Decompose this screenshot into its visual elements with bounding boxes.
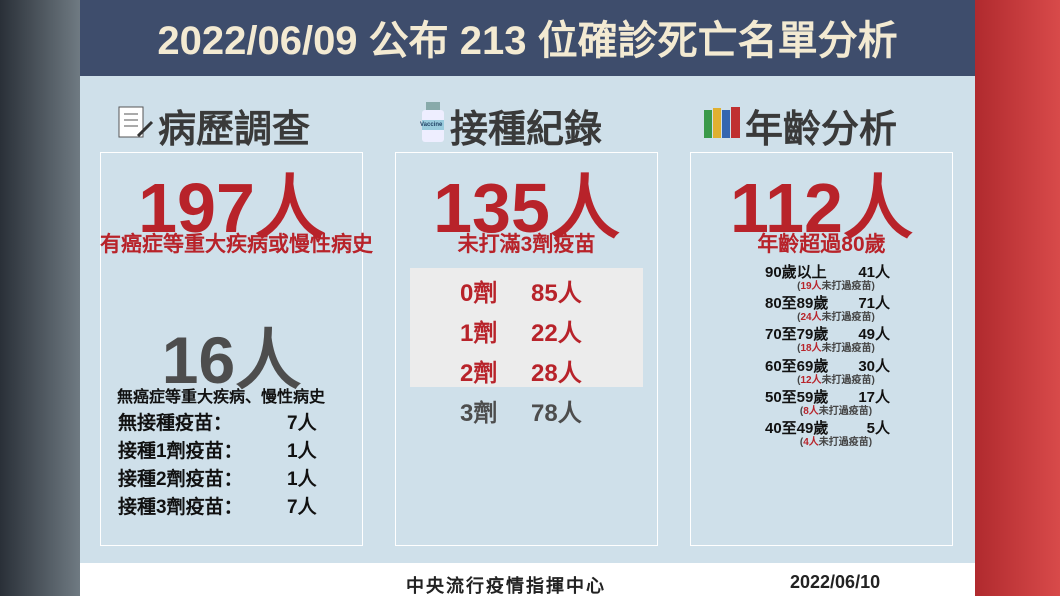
age-count: 5人 bbox=[866, 420, 890, 437]
row-count: 1人 bbox=[287, 469, 317, 490]
document-icon bbox=[118, 106, 154, 138]
age-count: 41人 bbox=[858, 264, 890, 281]
dose-count: 22人 bbox=[531, 320, 582, 347]
row-label: 接種2劑疫苗： bbox=[118, 469, 243, 490]
age-label: 50至59歲 bbox=[765, 388, 829, 406]
age-label: 80至89歲 bbox=[765, 295, 829, 313]
age-count: 30人 bbox=[858, 357, 890, 375]
icon-label: Vaccine bbox=[420, 122, 443, 128]
row-count: 7人 bbox=[287, 497, 317, 518]
title: 2022/06/09 公布 213 位確診死亡名單分析 bbox=[157, 19, 898, 63]
age-label: 60至69歲 bbox=[765, 357, 829, 375]
row-count: 7人 bbox=[287, 413, 317, 434]
note-part: 24人 bbox=[800, 312, 822, 324]
note-part: ( bbox=[799, 437, 804, 448]
footer-bar bbox=[80, 563, 975, 596]
note-part: 未打過疫苗) bbox=[818, 437, 873, 448]
age-note: (12人未打過疫苗) bbox=[745, 371, 927, 386]
main-count: 112人 bbox=[730, 169, 913, 247]
note-part: 8人 bbox=[803, 405, 819, 417]
age-count: 71人 bbox=[858, 295, 890, 313]
secondary-description: 無癌症等重大疾病、慢性病史 bbox=[117, 389, 326, 406]
note-part: 未打過疫苗) bbox=[818, 405, 873, 417]
main-description: 未打滿3劑疫苗 bbox=[457, 233, 596, 256]
row-label: 無接種疫苗： bbox=[118, 413, 233, 434]
age-label: 40至49歲 bbox=[765, 420, 829, 437]
note-part: ( bbox=[799, 405, 804, 417]
dose-count: 85人 bbox=[531, 280, 582, 307]
main-count: 135人 bbox=[433, 169, 620, 247]
books-icon bbox=[704, 107, 740, 138]
note-part: ( bbox=[797, 374, 801, 386]
dose-label: 3劑 bbox=[460, 400, 498, 427]
age-label: 70至79歲 bbox=[765, 326, 829, 344]
note-part: 未打過疫苗) bbox=[821, 343, 875, 355]
dose-count: 28人 bbox=[531, 360, 582, 387]
note-part: 未打過疫苗) bbox=[821, 312, 875, 324]
main-description: 有癌症等重大疾病或慢性病史 bbox=[100, 233, 373, 256]
highlight bbox=[410, 268, 643, 387]
note-part: 未打過疫苗) bbox=[821, 281, 875, 292]
vial-icon bbox=[422, 102, 444, 142]
age-note: (8人未打過疫苗) bbox=[745, 402, 927, 417]
age-note: (4人未打過疫苗) bbox=[745, 433, 927, 448]
main-description: 年齡超過80歲 bbox=[757, 233, 886, 256]
age-count: 49人 bbox=[858, 326, 890, 344]
panel bbox=[690, 152, 953, 546]
note-part: 19人 bbox=[800, 281, 822, 292]
note-part: 4人 bbox=[803, 437, 819, 448]
row-label: 接種1劑疫苗： bbox=[118, 441, 243, 462]
main-count: 197人 bbox=[138, 169, 325, 247]
age-count: 17人 bbox=[858, 388, 890, 406]
age-note: (18人未打過疫苗) bbox=[745, 339, 927, 354]
note-part: ( bbox=[797, 281, 801, 292]
note-part: 12人 bbox=[800, 374, 822, 386]
note-part: 18人 bbox=[800, 343, 822, 355]
section-heading: 接種紀錄 bbox=[450, 109, 603, 151]
panel bbox=[100, 152, 363, 546]
note-part: 未打過疫苗) bbox=[821, 374, 875, 386]
age-note: (19人未打過疫苗) bbox=[745, 277, 927, 292]
section-heading: 年齡分析 bbox=[745, 109, 898, 151]
footer-date: 2022/06/10 bbox=[790, 572, 881, 592]
row-label: 接種3劑疫苗： bbox=[118, 497, 243, 518]
row-count: 1人 bbox=[287, 441, 317, 462]
section-heading: 病歷調查 bbox=[158, 109, 311, 151]
panel bbox=[395, 152, 658, 546]
dose-label: 1劑 bbox=[460, 320, 498, 347]
age-note: (24人未打過疫苗) bbox=[745, 308, 927, 323]
dose-label: 2劑 bbox=[460, 360, 498, 387]
footer-source: 中央流行疫情指揮中心 bbox=[406, 576, 606, 596]
header-bar bbox=[80, 0, 975, 76]
dose-label: 0劑 bbox=[460, 280, 498, 307]
note-part: ( bbox=[797, 343, 801, 355]
secondary-count: 16人 bbox=[161, 323, 302, 397]
note-part: ( bbox=[797, 312, 801, 324]
dose-count: 78人 bbox=[531, 400, 582, 427]
age-label: 90歲以上 bbox=[765, 264, 827, 281]
